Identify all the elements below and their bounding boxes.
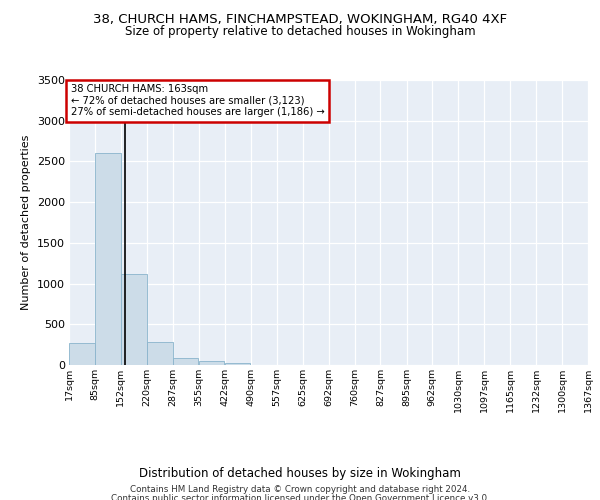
Bar xyxy=(95,154,121,365)
Y-axis label: Number of detached properties: Number of detached properties xyxy=(21,135,31,310)
Bar xyxy=(147,342,173,365)
Text: Size of property relative to detached houses in Wokingham: Size of property relative to detached ho… xyxy=(125,25,475,38)
Bar xyxy=(121,274,146,365)
Bar xyxy=(225,362,250,365)
Text: 38 CHURCH HAMS: 163sqm
← 72% of detached houses are smaller (3,123)
27% of semi-: 38 CHURCH HAMS: 163sqm ← 72% of detached… xyxy=(71,84,325,117)
Text: Contains HM Land Registry data © Crown copyright and database right 2024.: Contains HM Land Registry data © Crown c… xyxy=(130,485,470,494)
Bar xyxy=(199,361,224,365)
Text: 38, CHURCH HAMS, FINCHAMPSTEAD, WOKINGHAM, RG40 4XF: 38, CHURCH HAMS, FINCHAMPSTEAD, WOKINGHA… xyxy=(93,12,507,26)
Bar xyxy=(69,343,95,365)
Text: Contains public sector information licensed under the Open Government Licence v3: Contains public sector information licen… xyxy=(110,494,490,500)
Text: Distribution of detached houses by size in Wokingham: Distribution of detached houses by size … xyxy=(139,468,461,480)
Bar xyxy=(173,358,199,365)
